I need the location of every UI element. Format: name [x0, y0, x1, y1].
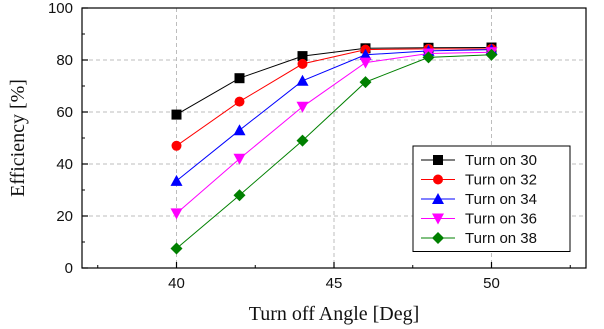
y-tick-label: 100 [48, 0, 73, 17]
data-point [171, 109, 182, 120]
series-line [176, 51, 492, 214]
data-point [234, 96, 245, 107]
legend-label: Turn on 32 [465, 172, 537, 189]
data-point [422, 51, 435, 64]
x-tick-label: 50 [483, 275, 500, 292]
y-tick-label: 60 [56, 104, 73, 121]
series-line [176, 47, 492, 116]
data-point [233, 124, 246, 136]
data-point [171, 140, 182, 151]
legend-label: Turn on 36 [465, 211, 537, 228]
data-point [359, 76, 372, 89]
data-point [359, 57, 372, 69]
axis-ticks: 0 20 40 60 80 100 40 45 50 [48, 0, 571, 292]
data-point [233, 189, 246, 202]
series-2 [171, 43, 497, 151]
series-line [176, 49, 492, 182]
series-group [170, 42, 498, 255]
data-point [233, 153, 246, 165]
legend-marker [433, 155, 443, 165]
data-point [170, 174, 183, 186]
legend-marker [432, 193, 444, 204]
x-axis-title: Turn off Angle [Deg] [249, 303, 420, 325]
series-5 [170, 48, 498, 255]
legend-item: Turn on 32 [421, 172, 537, 189]
y-tick-label: 80 [56, 52, 73, 69]
data-point [297, 58, 308, 69]
legend-marker [432, 213, 444, 225]
legend-label: Turn on 34 [465, 191, 537, 208]
y-tick-label: 0 [65, 260, 73, 277]
legend: Turn on 30 Turn on 32 Turn on 34 Turn on 36… [412, 145, 571, 252]
data-point [234, 73, 245, 84]
series-line [176, 54, 492, 249]
data-point [359, 48, 372, 60]
y-tick-label: 40 [56, 156, 73, 173]
data-point [296, 134, 309, 147]
data-point [485, 48, 498, 61]
legend-label: Turn on 38 [465, 230, 537, 247]
y-tick-label: 20 [56, 208, 73, 225]
x-tick-label: 40 [168, 275, 185, 292]
legend-item: Turn on 36 [421, 211, 537, 228]
legend-item: Turn on 38 [421, 230, 537, 247]
legend-label: Turn on 30 [465, 152, 537, 169]
data-point [296, 101, 309, 113]
legend-marker [433, 174, 443, 185]
x-tick-label: 45 [326, 275, 343, 292]
legend-item: Turn on 30 [421, 152, 537, 169]
legend-item: Turn on 34 [421, 191, 537, 208]
y-axis-title: Efficiency [%] [7, 79, 29, 197]
data-point [297, 51, 308, 62]
legend-marker [432, 232, 444, 244]
data-point [170, 208, 183, 220]
series-line [176, 48, 492, 147]
data-point [170, 242, 183, 255]
data-point [296, 74, 309, 86]
